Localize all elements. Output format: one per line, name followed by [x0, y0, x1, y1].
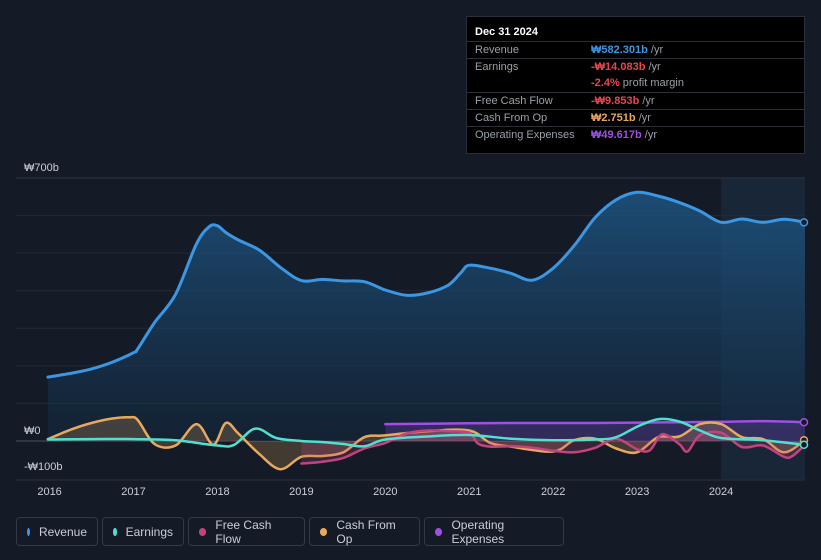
operating-expenses-line — [384, 419, 805, 426]
revenue-end-marker — [799, 218, 809, 227]
tooltip-value: -2.4% profit margin — [591, 77, 684, 89]
legend-item-revenue[interactable]: Revenue — [16, 517, 98, 546]
free-cash-flow-line — [300, 429, 805, 465]
tooltip-unit: /yr — [647, 44, 664, 56]
tooltip-unit: /yr — [641, 129, 658, 141]
legend-item-operating-expenses[interactable]: Operating Expenses — [424, 517, 564, 546]
legend-label: Earnings — [125, 524, 173, 539]
operating-expenses-end-marker — [799, 417, 809, 427]
tooltip-label: Earnings — [475, 61, 519, 73]
x-tick-label: 2022 — [541, 486, 565, 498]
tooltip-date: Dec 31 2024 — [475, 26, 538, 38]
tooltip-row-earnings: Earnings -₩14.083b /yr — [467, 58, 804, 76]
tooltip-value-number: ₩49.617b — [591, 129, 642, 141]
legend-dot-icon — [199, 527, 207, 536]
tooltip-value: ₩49.617b /yr — [591, 129, 657, 141]
end-markers — [799, 218, 809, 450]
x-axis-labels: 2016 2017 2018 2019 2020 2021 2022 2023 2024 — [37, 486, 733, 498]
tooltip-value-number: -2.4% — [591, 77, 620, 89]
y-tick-label: -₩100b — [24, 461, 63, 473]
tooltip-row-profit-margin: -2.4% profit margin — [467, 75, 804, 92]
tooltip-row-free-cash-flow: Free Cash Flow -₩9.853b /yr — [467, 92, 804, 110]
tooltip-row-cash-from-op: Cash From Op ₩2.751b /yr — [467, 109, 804, 127]
revenue-line — [46, 190, 805, 379]
tooltip-label: Operating Expenses — [475, 129, 575, 141]
y-axis-labels: ₩700b ₩0 -₩100b — [24, 162, 63, 473]
tooltip-row-revenue: Revenue ₩582.301b /yr — [467, 41, 804, 59]
legend-label: Revenue — [38, 524, 87, 539]
legend-item-free-cash-flow[interactable]: Free Cash Flow — [188, 517, 305, 546]
revenue-area — [47, 192, 805, 441]
legend-item-cash-from-op[interactable]: Cash From Op — [309, 517, 420, 546]
free-cash-flow-area — [301, 430, 805, 464]
x-tick-label: 2019 — [289, 486, 313, 498]
x-tick-label: 2023 — [625, 486, 649, 498]
tooltip-value: -₩9.853b /yr — [591, 95, 655, 107]
tooltip-row-operating-expenses: Operating Expenses ₩49.617b /yr — [467, 126, 804, 144]
tooltip-label: Revenue — [475, 44, 520, 56]
tooltip-unit: /yr — [645, 61, 661, 73]
x-tick-label: 2018 — [205, 486, 229, 498]
cash-from-op-line — [46, 415, 805, 471]
cash-from-op-area — [47, 417, 805, 470]
legend-dot-icon — [435, 527, 443, 536]
data-tooltip: Dec 31 2024 Revenue ₩582.301b /yr Earnin… — [466, 16, 805, 154]
tooltip-value: ₩582.301b /yr — [591, 44, 663, 56]
earnings-line — [46, 417, 805, 448]
x-tick-label: 2020 — [373, 486, 397, 498]
legend-label: Cash From Op — [336, 517, 396, 546]
x-tick-label: 2021 — [457, 486, 481, 498]
y-tick-label: ₩0 — [24, 425, 41, 437]
legend-label: Operating Expenses — [451, 517, 505, 546]
tooltip-value-number: ₩2.751b — [591, 112, 636, 124]
tooltip-unit: /yr — [635, 112, 651, 124]
tooltip-unit: /yr — [639, 95, 655, 107]
tooltip-value: ₩2.751b /yr — [591, 112, 651, 124]
x-tick-label: 2024 — [709, 486, 733, 498]
legend-dot-icon — [320, 527, 328, 536]
tooltip-label: Cash From Op — [475, 112, 548, 124]
legend-dot-icon — [113, 527, 117, 536]
tooltip-value-number: -₩14.083b — [591, 61, 646, 73]
tooltip-label: Free Cash Flow — [475, 95, 553, 107]
tooltip-unit: profit margin — [619, 77, 684, 89]
series-layer — [46, 190, 805, 471]
legend-dot-icon — [27, 527, 30, 536]
tooltip-value: -₩14.083b /yr — [591, 61, 661, 73]
legend-label: Free Cash Flow — [215, 517, 272, 546]
legend-item-earnings[interactable]: Earnings — [102, 517, 184, 546]
tooltip-value-number: -₩9.853b — [591, 95, 640, 107]
x-tick-label: 2017 — [121, 486, 145, 498]
tooltip-value-number: ₩582.301b — [591, 44, 648, 56]
earnings-end-marker — [799, 440, 809, 450]
x-tick-label: 2016 — [37, 486, 61, 498]
y-tick-label: ₩700b — [24, 162, 59, 174]
